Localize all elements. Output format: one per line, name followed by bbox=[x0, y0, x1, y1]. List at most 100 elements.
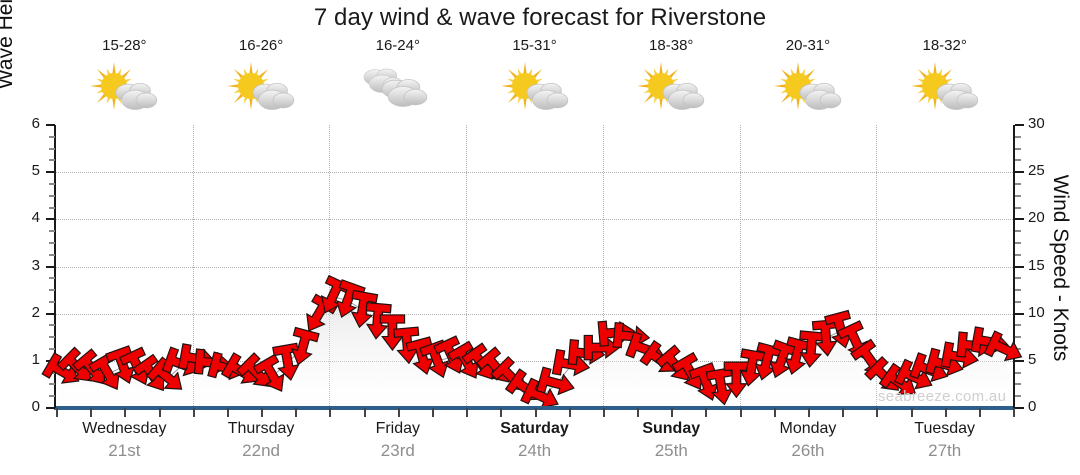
x-axis-tick bbox=[397, 408, 400, 417]
left-axis-minor-tick bbox=[49, 206, 55, 209]
temperature-range: 18-38° bbox=[649, 37, 694, 54]
x-axis-tick bbox=[534, 408, 537, 417]
day-footer-wednesday: Wednesday 21st bbox=[56, 418, 193, 470]
left-axis-minor-tick bbox=[49, 277, 55, 280]
right-axis-tick-label: 0 bbox=[1028, 398, 1037, 415]
wind-direction-arrow bbox=[536, 366, 575, 396]
wind-direction-arrow bbox=[252, 353, 285, 392]
right-axis-minor-tick bbox=[1015, 324, 1021, 327]
left-axis-tick-label: 1 bbox=[31, 350, 40, 368]
day-name: Saturday bbox=[500, 420, 569, 437]
right-axis-tick-label: 10 bbox=[1028, 303, 1045, 321]
right-axis-line bbox=[1013, 125, 1015, 410]
right-axis-minor-tick bbox=[1015, 206, 1021, 209]
day-header-strip: 15-28° 16-26° 16-24° 15-31° 18-38° 20-31° 18-3… bbox=[56, 38, 1013, 122]
x-axis-tick bbox=[876, 408, 879, 417]
x-axis-tick bbox=[124, 408, 127, 417]
temperature-range: 15-31° bbox=[512, 37, 557, 54]
day-name: Thursday bbox=[227, 420, 295, 437]
temperature-range: 15-28° bbox=[102, 37, 147, 54]
temperature-range: 18-32° bbox=[922, 37, 967, 54]
right-axis-tick-label: 20 bbox=[1028, 209, 1045, 227]
sun-behind-cloud-icon bbox=[219, 60, 303, 118]
day-divider-gridline bbox=[876, 125, 878, 408]
day-name: Monday bbox=[779, 420, 837, 437]
sun-behind-cloud-icon bbox=[766, 60, 850, 118]
x-axis-tick bbox=[705, 408, 708, 417]
wind-direction-arrow bbox=[447, 340, 479, 379]
left-axis-tick-label: 4 bbox=[31, 209, 40, 227]
right-axis-minor-tick bbox=[1015, 182, 1021, 185]
left-axis-tick-label: 0 bbox=[31, 398, 40, 415]
right-axis-minor-tick bbox=[1015, 241, 1021, 244]
day-footer-thursday: Thursday 22nd bbox=[193, 418, 330, 470]
x-axis-tick bbox=[500, 408, 503, 417]
day-divider-gridline bbox=[739, 125, 741, 408]
day-header: 18-38° bbox=[603, 38, 740, 122]
day-header: 15-31° bbox=[466, 38, 603, 122]
day-date: 23rd bbox=[380, 441, 415, 460]
day-footer-tuesday: Tuesday 27th bbox=[876, 418, 1013, 470]
wind-direction-arrow bbox=[520, 377, 559, 409]
left-axis-minor-tick bbox=[49, 253, 55, 256]
sun-behind-cloud-icon bbox=[903, 60, 987, 118]
right-axis-minor-tick bbox=[1015, 336, 1021, 339]
day-header: 20-31° bbox=[740, 38, 877, 122]
day-divider-gridline bbox=[466, 125, 468, 408]
x-axis-tick bbox=[842, 408, 845, 417]
right-axis-tick-label: 5 bbox=[1028, 350, 1037, 368]
day-divider-gridline bbox=[192, 125, 194, 408]
wind-direction-arrow bbox=[290, 326, 320, 366]
left-axis-minor-tick bbox=[49, 241, 55, 244]
wind-direction-arrow bbox=[754, 341, 784, 381]
right-axis-tick bbox=[1015, 312, 1024, 315]
x-axis-tick bbox=[466, 408, 469, 417]
left-axis-tick bbox=[46, 312, 55, 315]
x-axis-tick bbox=[56, 408, 58, 417]
left-axis-tick bbox=[46, 171, 55, 174]
left-axis-minor-tick bbox=[49, 147, 55, 150]
day-name: Friday bbox=[375, 420, 421, 437]
wind-arrow-series bbox=[41, 274, 1023, 409]
x-axis-tick bbox=[158, 408, 161, 417]
right-axis-minor-tick bbox=[1015, 300, 1021, 303]
temperature-range: 20-31° bbox=[785, 37, 831, 54]
day-name: Wednesday bbox=[82, 420, 167, 437]
sun-behind-cloud-icon bbox=[493, 60, 577, 118]
x-axis-tick bbox=[773, 408, 776, 417]
wind-direction-arrow bbox=[88, 351, 120, 391]
day-footer-friday: Friday 23rd bbox=[329, 418, 466, 470]
day-name: Tuesday bbox=[914, 420, 976, 437]
left-axis-title: Wave Height - Metres bbox=[0, 0, 18, 128]
page-title: 7 day wind & wave forecast for Riverston… bbox=[313, 4, 767, 31]
x-axis-tick bbox=[568, 408, 571, 417]
left-axis-minor-tick bbox=[49, 289, 55, 292]
day-date: 24th bbox=[517, 441, 552, 460]
x-axis-tick bbox=[432, 408, 434, 417]
right-axis-tick bbox=[1015, 407, 1024, 409]
day-footer-strip: Wednesday 21st Thursday 22nd Friday 23rd Satur… bbox=[56, 418, 1013, 470]
right-axis-tick-label: 15 bbox=[1028, 256, 1045, 274]
x-axis-tick bbox=[192, 408, 195, 417]
day-footer-monday: Monday 26th bbox=[740, 418, 877, 470]
x-axis-tick bbox=[295, 408, 298, 417]
left-axis-minor-tick bbox=[49, 324, 55, 327]
wind-direction-arrow bbox=[272, 342, 300, 381]
x-axis-tick bbox=[226, 408, 229, 417]
wind-direction-arrow bbox=[335, 279, 366, 318]
wind-direction-arrow bbox=[365, 301, 392, 340]
wind-direction-arrow bbox=[105, 345, 136, 384]
x-axis-tick bbox=[910, 408, 913, 417]
x-axis-tick bbox=[329, 408, 332, 417]
horizontal-gridline bbox=[56, 266, 1013, 268]
horizontal-gridline bbox=[56, 172, 1013, 174]
wind-direction-arrow bbox=[688, 362, 719, 401]
right-axis-minor-tick bbox=[1015, 159, 1021, 162]
right-axis-tick bbox=[1015, 265, 1024, 268]
left-axis-minor-tick bbox=[49, 182, 55, 185]
x-axis-tick bbox=[671, 408, 674, 417]
right-axis-minor-tick bbox=[1015, 135, 1021, 138]
day-divider-gridline bbox=[329, 125, 331, 408]
left-axis-minor-tick bbox=[49, 336, 55, 339]
